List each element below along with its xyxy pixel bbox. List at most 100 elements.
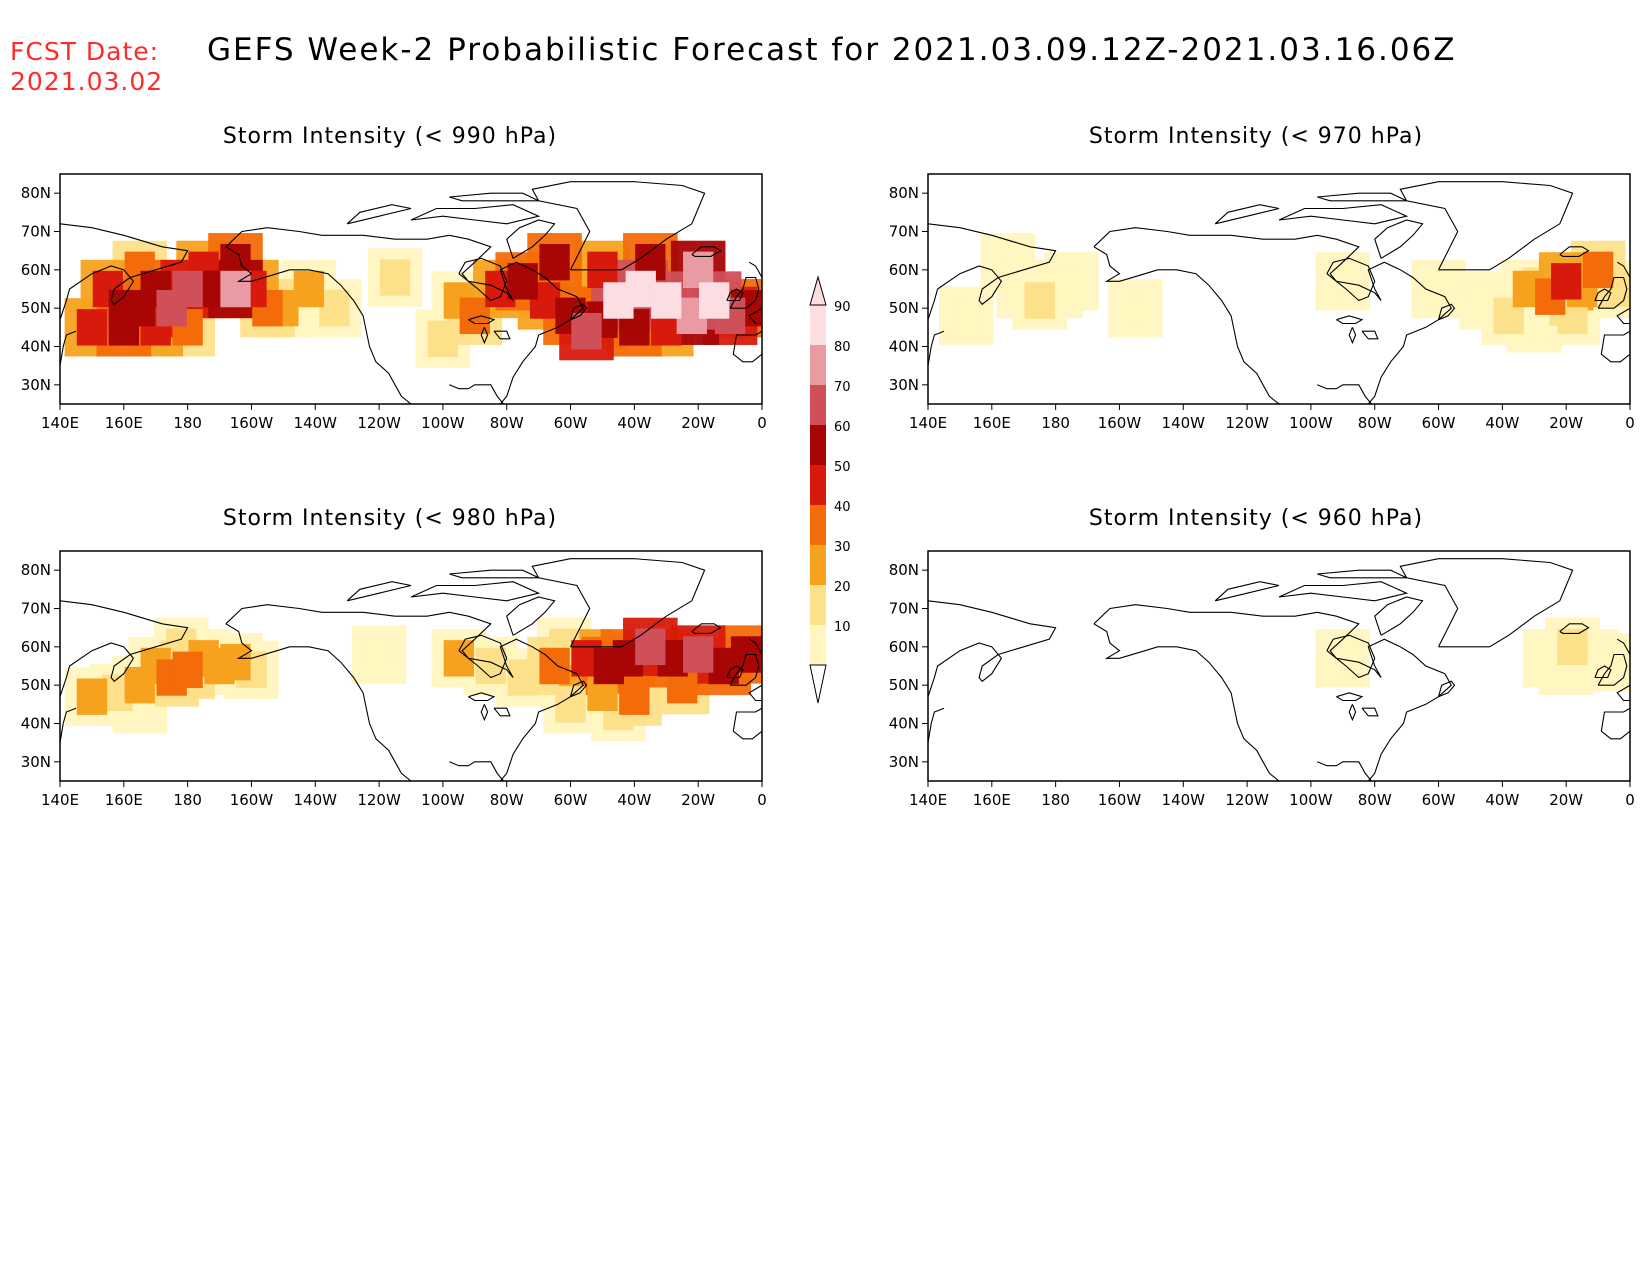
- coastline: [480, 327, 489, 345]
- coastline: [458, 634, 508, 679]
- prob-cell: [220, 643, 251, 681]
- panel-title-970: Storm Intensity (< 970 hPa): [1088, 124, 1424, 149]
- prob-cell: [951, 297, 982, 335]
- forecast-date-label: FCST Date:: [10, 37, 160, 66]
- prob-cell: [108, 309, 139, 346]
- coastline: [449, 761, 504, 781]
- coastline: [732, 330, 762, 363]
- x-tick-label: 20W: [681, 791, 715, 809]
- y-tick-label: 40N: [889, 715, 919, 733]
- coastline: [449, 569, 539, 579]
- y-tick-label: 70N: [21, 600, 51, 618]
- prob-cell: [683, 636, 714, 673]
- prob-cell: [1120, 289, 1151, 327]
- prob-cell: [683, 251, 714, 289]
- coastline: [691, 246, 722, 257]
- colorbar-label-80: 80: [834, 340, 851, 355]
- prob-cell: [1582, 251, 1614, 289]
- x-tick-label: 100W: [421, 791, 465, 809]
- x-tick-label: 140E: [909, 414, 947, 432]
- prob-cell: [76, 309, 108, 346]
- colorbar-label-60: 60: [834, 420, 851, 435]
- coastline: [569, 303, 588, 321]
- x-tick-label: 160E: [105, 414, 143, 432]
- coastline: [1361, 707, 1379, 717]
- prob-cell: [363, 636, 395, 673]
- coastline: [1336, 692, 1364, 702]
- colorbar-swatch-30: [810, 545, 826, 585]
- map-panel-p980: 140E 160E 180 160W 140W 120W 100W 80W 60W 40W 20W 0…: [21, 550, 767, 809]
- coastline: [1093, 227, 1452, 404]
- coastline: [480, 704, 489, 722]
- prob-cell: [625, 270, 656, 308]
- coastline: [1399, 558, 1574, 648]
- coastline: [225, 604, 584, 781]
- coastline: [60, 223, 189, 320]
- x-tick-label: 140E: [41, 414, 79, 432]
- page-title: GEFS Week-2 Probabilistic Forecast for 2…: [207, 32, 1457, 68]
- x-tick-label: 140W: [1162, 414, 1206, 432]
- coastline: [493, 707, 511, 717]
- prob-cell: [619, 678, 650, 715]
- map-panel-p960: 140E 160E 180 160W 140W 120W 100W 80W 60W 40W 20W 0…: [889, 550, 1635, 809]
- coastline: [1616, 638, 1630, 655]
- colorbar: 10 20 30 40 50 60 70 80 90: [809, 275, 851, 704]
- colorbar-label-40: 40: [834, 500, 851, 515]
- x-tick-label: 20W: [1549, 414, 1583, 432]
- coastline: [1559, 246, 1590, 257]
- y-tick-label: 30N: [21, 376, 51, 394]
- coastline: [225, 246, 412, 404]
- coastline: [506, 219, 556, 259]
- prob-cell: [220, 270, 251, 308]
- y-tick-label: 60N: [21, 638, 51, 656]
- x-tick-label: 40W: [1485, 414, 1519, 432]
- prob-cell: [635, 628, 666, 666]
- map-panel-p990: 140E 160E 180 160W 140W 120W 100W 80W 60W 40W 20W 0…: [21, 173, 767, 432]
- x-tick-label: 80W: [1358, 414, 1392, 432]
- coastline: [60, 707, 77, 743]
- coastline: [1093, 604, 1452, 781]
- coastline: [1437, 680, 1456, 698]
- x-tick-label: 40W: [1485, 791, 1519, 809]
- x-tick-label: 60W: [1422, 791, 1456, 809]
- coastline: [928, 330, 945, 366]
- coastline: [1093, 623, 1280, 781]
- prob-cell: [1423, 270, 1454, 308]
- x-tick-label: 140W: [294, 414, 338, 432]
- coastline: [346, 204, 412, 225]
- coastline: [1214, 581, 1280, 602]
- coastline: [691, 623, 722, 634]
- x-tick-label: 160W: [1098, 791, 1142, 809]
- y-tick-label: 80N: [21, 184, 51, 202]
- panel-title-960: Storm Intensity (< 960 hPa): [1088, 506, 1424, 531]
- colorbar-label-90: 90: [834, 300, 851, 315]
- forecast-date-value: 2021.03.02: [10, 67, 164, 96]
- x-tick-label: 20W: [681, 414, 715, 432]
- prob-cell: [1327, 640, 1358, 677]
- coastline: [1093, 246, 1280, 404]
- coastline: [531, 181, 706, 271]
- prob-cell: [172, 270, 203, 308]
- y-tick-label: 60N: [889, 638, 919, 656]
- coastline: [1317, 761, 1372, 781]
- coastline: [1594, 665, 1612, 679]
- x-tick-label: 140W: [294, 791, 338, 809]
- colorbar-swatch-50: [810, 465, 826, 505]
- coastline: [1317, 384, 1372, 404]
- x-tick-label: 80W: [490, 414, 524, 432]
- x-tick-label: 180: [173, 414, 202, 432]
- coastline: [449, 192, 539, 202]
- map-frame: [927, 173, 1631, 405]
- y-tick-label: 40N: [21, 715, 51, 733]
- prob-cell: [507, 263, 538, 300]
- y-tick-label: 50N: [889, 299, 919, 317]
- x-tick-label: 40W: [617, 414, 651, 432]
- coastline: [1348, 704, 1357, 722]
- coastline: [1597, 653, 1628, 686]
- panel-title-980: Storm Intensity (< 980 hPa): [222, 506, 558, 531]
- prob-cell: [319, 289, 350, 327]
- coastline: [1326, 257, 1376, 302]
- coastline: [531, 558, 706, 648]
- x-tick-label: 120W: [1225, 414, 1269, 432]
